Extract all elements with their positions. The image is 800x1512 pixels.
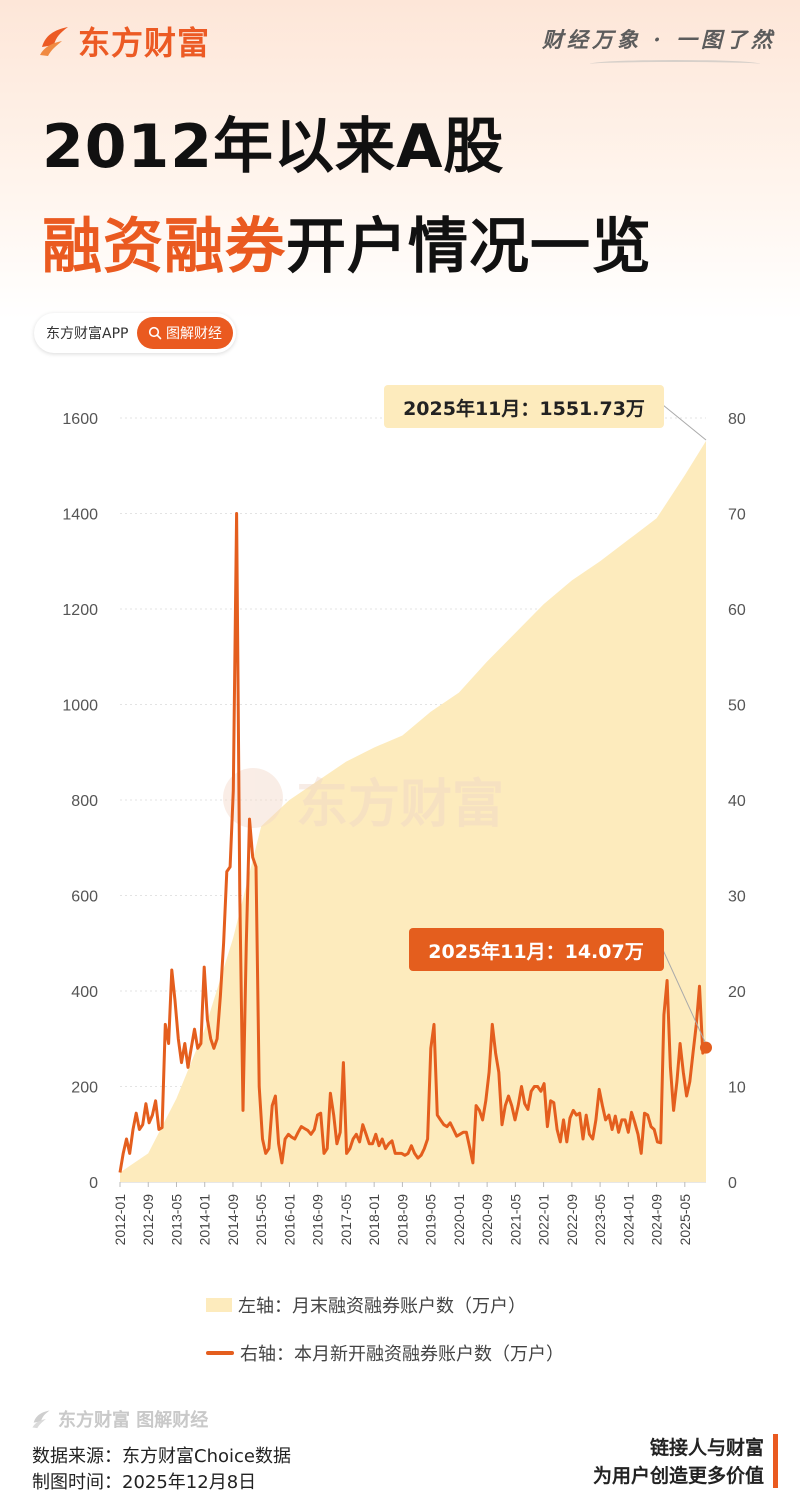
x-axis-tick-label: 2014-01	[197, 1194, 213, 1246]
flame-logo-icon	[40, 27, 68, 56]
left-annotation: 2025年11月：1551.73万	[403, 397, 645, 420]
left-axis-tick-label: 1000	[62, 698, 98, 715]
right-axis-tick-label: 40	[728, 793, 746, 810]
right-axis-tick-label: 70	[728, 507, 746, 524]
search-icon	[148, 326, 162, 340]
left-axis-tick-label: 400	[71, 984, 98, 1001]
x-axis-tick-label: 2014-09	[225, 1194, 241, 1246]
footer-brand-text: 东方财富 图解财经	[58, 1410, 209, 1431]
legend-line-label: 右轴：本月新开融资融券账户数（万户）	[240, 1344, 564, 1365]
page-title-line1: 2012年以来A股	[42, 112, 505, 182]
right-axis-tick-label: 30	[728, 889, 746, 906]
x-axis-tick-label: 2012-09	[140, 1194, 156, 1246]
x-axis-tick-label: 2018-01	[366, 1194, 382, 1246]
left-axis-tick-label: 1400	[62, 507, 98, 524]
right-annotation-box	[409, 928, 664, 971]
x-axis-tick-label: 2022-01	[536, 1194, 552, 1246]
chart-date: 制图时间：2025年12月8日	[32, 1472, 257, 1493]
left-axis-tick-label: 0	[89, 1175, 98, 1192]
legend-line-item: 右轴：本月新开融资融券账户数（万户）	[206, 1340, 564, 1366]
tagline-line2: 为用户创造更多价值	[592, 1465, 764, 1487]
brand-name: 东方财富	[78, 24, 211, 62]
data-source: 数据来源：东方财富Choice数据	[32, 1446, 291, 1467]
right-annotation: 2025年11月：14.07万	[428, 940, 643, 963]
x-axis-tick-label: 2019-05	[423, 1194, 439, 1246]
x-axis-tick-label: 2020-01	[451, 1194, 467, 1246]
page-title-line2: 融资融券开户情况一览	[42, 198, 652, 285]
watermark: 东方财富	[223, 768, 504, 834]
graphic-finance-button[interactable]: 图解财经	[137, 317, 233, 349]
x-axis-tick-label: 2023-05	[592, 1194, 608, 1246]
new-accounts-line	[118, 512, 708, 1173]
x-axis-tick-label: 2022-09	[564, 1194, 580, 1246]
right-annotation-leader	[662, 949, 706, 1043]
footer-brand: 东方财富 图解财经	[30, 1406, 208, 1432]
slogan-underline	[590, 60, 760, 68]
tagline-line1: 链接人与财富	[649, 1437, 764, 1459]
x-axis-tick-label: 2020-09	[479, 1194, 495, 1246]
legend-area-label: 左轴：月末融资融券账户数（万户）	[238, 1296, 526, 1317]
right-axis-tick-label: 80	[728, 411, 746, 428]
x-axis-tick-label: 2013-05	[168, 1194, 184, 1246]
x-axis-tick-label: 2017-05	[338, 1194, 354, 1246]
slogan: 财经万象 · 一图了然	[542, 27, 776, 52]
left-annotation-leader	[662, 404, 707, 441]
legend-area-swatch	[206, 1298, 232, 1312]
left-axis-tick-label: 1200	[62, 602, 98, 619]
header-background	[0, 0, 800, 320]
x-axis-tick-label: 2024-01	[620, 1194, 636, 1246]
x-axis: 2012-01 2012-09 2013-05 2014-01 2014-09 2015-…	[112, 1182, 693, 1245]
right-axis-tick-label: 20	[728, 984, 746, 1001]
flame-logo-icon	[32, 1410, 50, 1429]
left-axis-tick-label: 200	[71, 1080, 98, 1097]
left-axis-tick-label: 800	[71, 793, 98, 810]
right-axis: 0 10 20 30 40 50 60 70 80	[728, 411, 746, 1192]
app-pill: 东方财富APP 图解财经	[34, 313, 236, 353]
title-highlight: 融资融券	[42, 212, 286, 282]
x-axis-tick-label: 2021-05	[507, 1194, 523, 1246]
x-axis-tick-label: 2025-05	[677, 1194, 693, 1246]
legend-line-swatch	[206, 1351, 234, 1355]
x-axis-tick-label: 2018-09	[394, 1194, 410, 1246]
x-axis-tick-label: 2016-01	[281, 1194, 297, 1246]
graphic-finance-label: 图解财经	[166, 326, 222, 342]
right-axis-tick-label: 50	[728, 698, 746, 715]
title-rest: 开户情况一览	[286, 212, 652, 282]
right-axis-tick-label: 60	[728, 602, 746, 619]
x-axis-tick-label: 2024-09	[649, 1194, 665, 1246]
x-axis-tick-label: 2015-05	[253, 1194, 269, 1246]
tagline: 链接人与财富 为用户创造更多价值	[593, 1434, 764, 1490]
watermark-text: 东方财富	[296, 776, 504, 834]
line-end-dot	[700, 1041, 712, 1054]
x-axis-tick-label: 2012-01	[112, 1194, 128, 1246]
account-total-area	[120, 441, 706, 1182]
legend-area-item: 左轴：月末融资融券账户数（万户）	[206, 1292, 526, 1318]
left-axis-tick-label: 1600	[62, 411, 98, 428]
left-axis: 0 200 400 600 800 1000 1200 1400 1600	[62, 411, 98, 1192]
brand-logo: 东方财富	[36, 18, 210, 64]
chart: 东方财富 0 200 400 600 800 1000 1200 1400 1600 0 10 20…	[62, 385, 746, 1245]
app-pill-label: 东方财富APP	[46, 326, 129, 342]
tagline-accent-bar	[773, 1434, 778, 1488]
left-axis-tick-label: 600	[71, 889, 98, 906]
right-axis-tick-label: 10	[728, 1080, 746, 1097]
x-axis-tick-label: 2016-09	[310, 1194, 326, 1246]
right-axis-tick-label: 0	[728, 1175, 737, 1192]
left-annotation-box	[384, 385, 664, 428]
